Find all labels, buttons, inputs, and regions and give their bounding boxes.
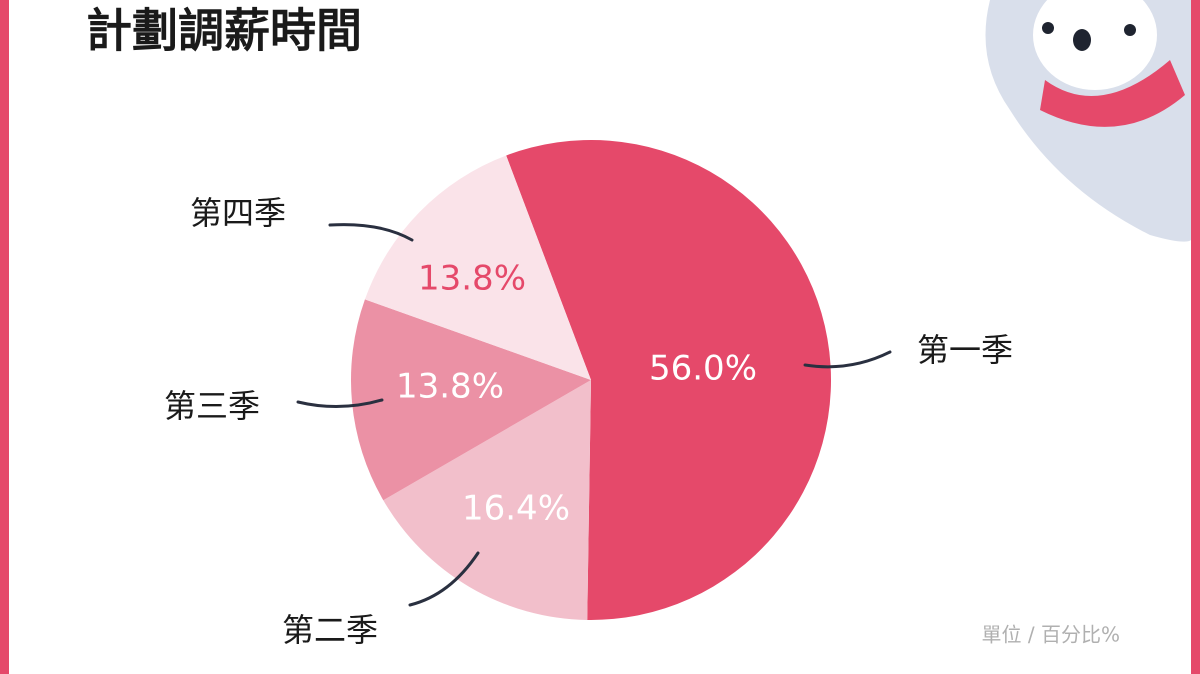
leader-line — [803, 350, 892, 369]
left-border — [0, 0, 9, 674]
bear-decoration — [985, 0, 1191, 242]
category-label: 第一季 — [917, 331, 1013, 369]
right-border — [1191, 0, 1200, 674]
value-label: 13.8% — [396, 367, 504, 407]
pie-slice — [383, 380, 591, 620]
chart-title: 計劃調薪時間 — [86, 4, 362, 58]
category-label: 第三季 — [164, 387, 260, 425]
value-label: 56.0% — [649, 349, 757, 389]
value-label: 16.4% — [462, 489, 570, 529]
pie-slice — [364, 155, 591, 380]
category-label: 第四季 — [190, 194, 286, 232]
leader-line — [328, 223, 414, 242]
leader-line — [296, 398, 384, 408]
leader-line — [408, 551, 480, 607]
category-label: 第二季 — [282, 611, 378, 649]
unit-note: 單位 / 百分比% — [982, 623, 1120, 647]
pie-slice — [506, 140, 831, 620]
value-label: 13.8% — [418, 259, 526, 299]
pie-slice — [351, 299, 591, 501]
